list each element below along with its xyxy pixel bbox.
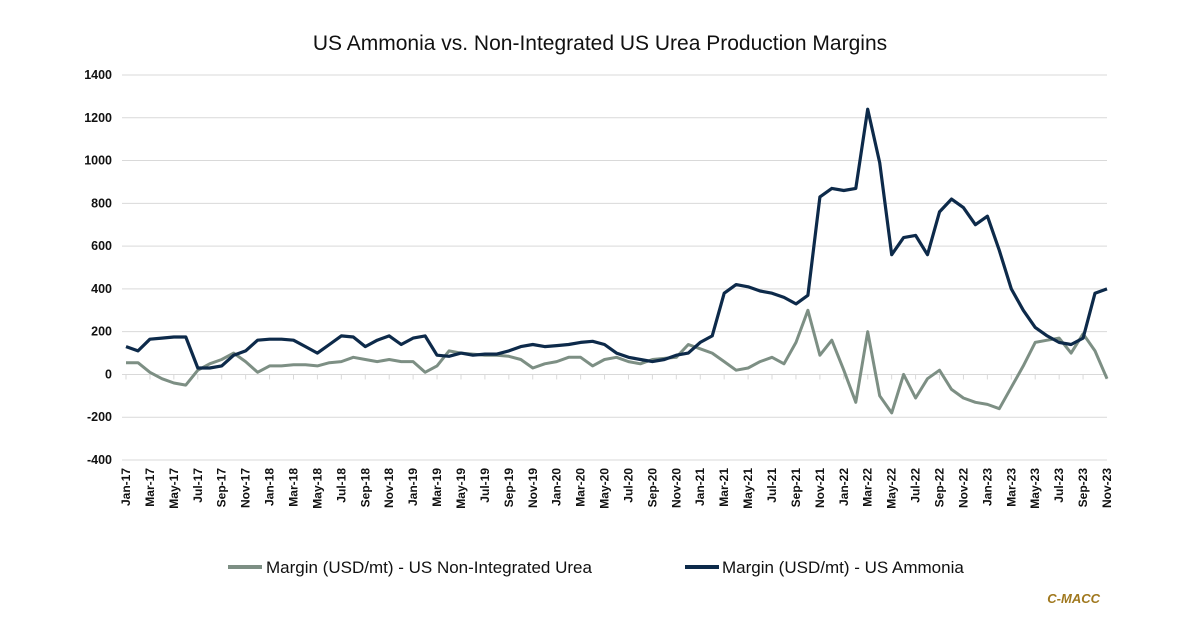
x-tick-label: May-22 — [885, 468, 899, 509]
source-label: C-MACC — [1047, 591, 1100, 606]
x-tick-label: May-19 — [454, 468, 468, 509]
x-tick-label: Jul-17 — [191, 468, 205, 503]
x-tick-label: Nov-22 — [956, 468, 970, 508]
y-tick-label: 1000 — [84, 154, 112, 168]
x-tick-label: Jan-17 — [119, 468, 133, 506]
x-tick-label: May-20 — [598, 468, 612, 509]
x-tick-label: Sep-22 — [933, 468, 947, 508]
x-tick-label: Nov-19 — [526, 468, 540, 508]
x-tick-label: Nov-18 — [382, 468, 396, 508]
x-tick-label: Mar-23 — [1004, 468, 1018, 507]
y-tick-label: 200 — [91, 325, 112, 339]
x-tick-label: Jan-22 — [837, 468, 851, 506]
x-tick-label: Mar-21 — [717, 468, 731, 507]
x-tick-label: Mar-19 — [430, 468, 444, 507]
x-tick-label: Nov-20 — [669, 468, 683, 508]
x-tick-label: May-21 — [741, 468, 755, 509]
x-tick-label: Nov-17 — [239, 468, 253, 508]
x-tick-label: Sep-18 — [358, 468, 372, 508]
x-tick-label: Jan-20 — [550, 468, 564, 506]
x-tick-label: Mar-22 — [861, 468, 875, 507]
x-tick-label: Nov-21 — [813, 468, 827, 508]
x-tick-label: Jan-23 — [980, 468, 994, 506]
x-axis-ticks: Jan-17 Mar-17 May-17 Jul-17 Sep-17 Nov-17 Jan-… — [119, 374, 1114, 509]
y-axis-ticks: 1400 1200 1000 800 600 400 200 0 -200 -400 — [84, 68, 112, 467]
x-tick-label: Jul-21 — [765, 468, 779, 503]
series-lines — [125, 107, 1109, 415]
legend: Margin (USD/mt) - US Non-Integrated Urea… — [228, 558, 964, 577]
x-tick-label: Jul-19 — [478, 468, 492, 503]
x-tick-label: May-18 — [310, 468, 324, 509]
x-tick-label: Jan-19 — [406, 468, 420, 506]
x-tick-label: Mar-20 — [574, 468, 588, 507]
x-tick-label: May-17 — [167, 468, 181, 509]
y-tick-label: 1200 — [84, 111, 112, 125]
x-tick-label: Jul-20 — [621, 468, 635, 503]
x-tick-label: Sep-21 — [789, 468, 803, 508]
gridlines — [122, 74, 1107, 461]
x-tick-label: May-23 — [1028, 468, 1042, 509]
y-tick-label: 400 — [91, 282, 112, 296]
x-tick-label: Jan-18 — [263, 468, 277, 506]
legend-label-urea: Margin (USD/mt) - US Non-Integrated Urea — [266, 558, 592, 577]
series-line-ammonia — [125, 107, 1108, 370]
x-tick-label: Jan-21 — [693, 468, 707, 506]
x-tick-label: Sep-19 — [502, 468, 516, 508]
x-tick-label: Sep-20 — [645, 468, 659, 508]
y-tick-label: 800 — [91, 196, 112, 210]
legend-label-ammonia: Margin (USD/mt) - US Ammonia — [722, 558, 964, 577]
y-tick-label: 0 — [105, 367, 112, 381]
x-tick-label: Jul-22 — [909, 468, 923, 503]
x-tick-label: Jul-23 — [1052, 468, 1066, 503]
y-tick-label: 600 — [91, 239, 112, 253]
y-tick-label: -200 — [87, 410, 112, 424]
y-tick-label: -400 — [87, 453, 112, 467]
x-tick-label: Nov-23 — [1100, 468, 1114, 508]
x-tick-label: Sep-23 — [1076, 468, 1090, 508]
x-tick-label: Jul-18 — [334, 468, 348, 503]
x-tick-label: Sep-17 — [215, 468, 229, 508]
x-tick-label: Mar-17 — [143, 468, 157, 507]
y-tick-label: 1400 — [84, 68, 112, 82]
series-line-urea — [126, 308, 1109, 415]
x-tick-label: Mar-18 — [286, 468, 300, 507]
chart-title: US Ammonia vs. Non-Integrated US Urea Pr… — [313, 32, 887, 55]
